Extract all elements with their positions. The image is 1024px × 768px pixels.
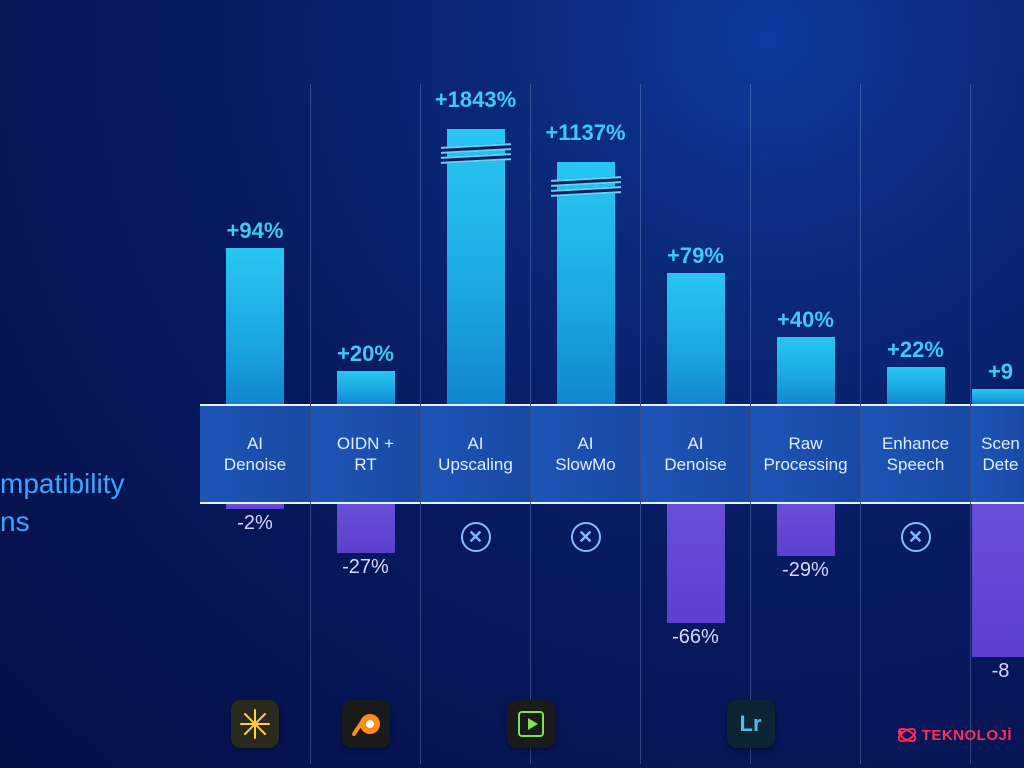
column-label: AIUpscaling bbox=[421, 404, 530, 504]
negative-bar-area: ✕ bbox=[861, 504, 970, 684]
negative-bar-label: -27% bbox=[342, 556, 389, 579]
negative-bar-area: ✕ bbox=[531, 504, 640, 684]
chart-column: +20%OIDN +RT-27% bbox=[310, 84, 420, 764]
left-caption-line2: ns bbox=[0, 503, 124, 541]
negative-bar-area: -29% bbox=[751, 504, 860, 684]
chart-column: +1843%AIUpscaling✕ bbox=[420, 84, 530, 764]
negative-bar: -29% bbox=[777, 504, 835, 556]
chart-column: +94%AIDenoise-2% bbox=[200, 84, 310, 764]
chart-column: +1137%AISlowMo✕ bbox=[530, 84, 640, 764]
negative-bar-label: -66% bbox=[672, 626, 719, 649]
negative-bar: -27% bbox=[337, 504, 395, 553]
negative-bar-label: -2% bbox=[237, 512, 273, 535]
positive-bar-label: +79% bbox=[667, 243, 724, 269]
positive-bar-area: +79% bbox=[641, 84, 750, 404]
negative-bar-area: -2% bbox=[200, 504, 310, 684]
left-caption-line1: mpatibility bbox=[0, 465, 124, 503]
positive-bar-area: +9 bbox=[971, 84, 1024, 404]
positive-bar: +79% bbox=[667, 273, 725, 404]
column-label: AISlowMo bbox=[531, 404, 640, 504]
app-icon-video bbox=[507, 700, 555, 748]
positive-bar-label: +9 bbox=[988, 359, 1013, 385]
watermark-icon bbox=[896, 724, 918, 746]
app-icon-row bbox=[311, 684, 420, 764]
column-label: OIDN +RT bbox=[311, 404, 420, 504]
positive-bar: +22% bbox=[887, 367, 945, 404]
column-label: AIDenoise bbox=[641, 404, 750, 504]
axis-break-icon bbox=[551, 178, 621, 198]
positive-bar-label: +1843% bbox=[435, 87, 516, 113]
positive-bar-label: +20% bbox=[337, 341, 394, 367]
not-supported-icon: ✕ bbox=[461, 522, 491, 552]
negative-bar: -8 bbox=[972, 504, 1024, 657]
app-icon-row: Lr bbox=[751, 684, 860, 764]
app-icon-spark bbox=[231, 700, 279, 748]
chart-column: +9ScenDete-8 bbox=[970, 84, 1024, 764]
left-caption: mpatibility ns bbox=[0, 465, 124, 541]
positive-bar: +9 bbox=[972, 389, 1024, 404]
positive-bar-area: +22% bbox=[861, 84, 970, 404]
negative-bar-label: -8 bbox=[992, 660, 1010, 683]
axis-break-icon bbox=[441, 145, 511, 165]
positive-bar: +94% bbox=[226, 248, 284, 404]
negative-bar-area: ✕ bbox=[421, 504, 530, 684]
positive-bar-label: +94% bbox=[227, 218, 284, 244]
positive-bar-label: +22% bbox=[887, 337, 944, 363]
not-supported-icon: ✕ bbox=[571, 522, 601, 552]
not-supported-icon: ✕ bbox=[901, 522, 931, 552]
app-icon-row bbox=[200, 684, 310, 764]
positive-bar: +1137% bbox=[557, 162, 615, 404]
negative-bar: -66% bbox=[667, 504, 725, 623]
positive-bar: +40% bbox=[777, 337, 835, 404]
app-icon-row bbox=[531, 684, 640, 764]
chart-column: +40%RawProcessing-29%Lr bbox=[750, 84, 860, 764]
positive-bar-area: +1843% bbox=[421, 84, 530, 404]
negative-bar-area: -66% bbox=[641, 504, 750, 684]
chart-column: +79%AIDenoise-66% bbox=[640, 84, 750, 764]
performance-bar-chart: +94%AIDenoise-2%+20%OIDN +RT-27%+1843%AI… bbox=[200, 84, 1024, 764]
positive-bar: +1843% bbox=[447, 129, 505, 404]
negative-bar: -2% bbox=[226, 504, 284, 509]
positive-bar-label: +1137% bbox=[545, 120, 625, 146]
chart-column: +22%EnhanceSpeech✕ bbox=[860, 84, 970, 764]
watermark: TEKNOLOJİ bbox=[896, 724, 1012, 746]
positive-bar-area: +1137% bbox=[531, 84, 640, 404]
app-icon-blender bbox=[342, 700, 390, 748]
negative-bar-area: -8 bbox=[971, 504, 1024, 684]
column-label: ScenDete bbox=[971, 404, 1024, 504]
negative-bar-area: -27% bbox=[311, 504, 420, 684]
positive-bar-area: +40% bbox=[751, 84, 860, 404]
positive-bar: +20% bbox=[337, 371, 395, 404]
column-label: EnhanceSpeech bbox=[861, 404, 970, 504]
positive-bar-area: +20% bbox=[311, 84, 420, 404]
positive-bar-area: +94% bbox=[200, 84, 310, 404]
watermark-text: TEKNOLOJİ bbox=[922, 727, 1012, 744]
app-icon-lr: Lr bbox=[727, 700, 775, 748]
column-label: RawProcessing bbox=[751, 404, 860, 504]
column-label: AIDenoise bbox=[200, 404, 310, 504]
positive-bar-label: +40% bbox=[777, 307, 834, 333]
negative-bar-label: -29% bbox=[782, 559, 829, 582]
